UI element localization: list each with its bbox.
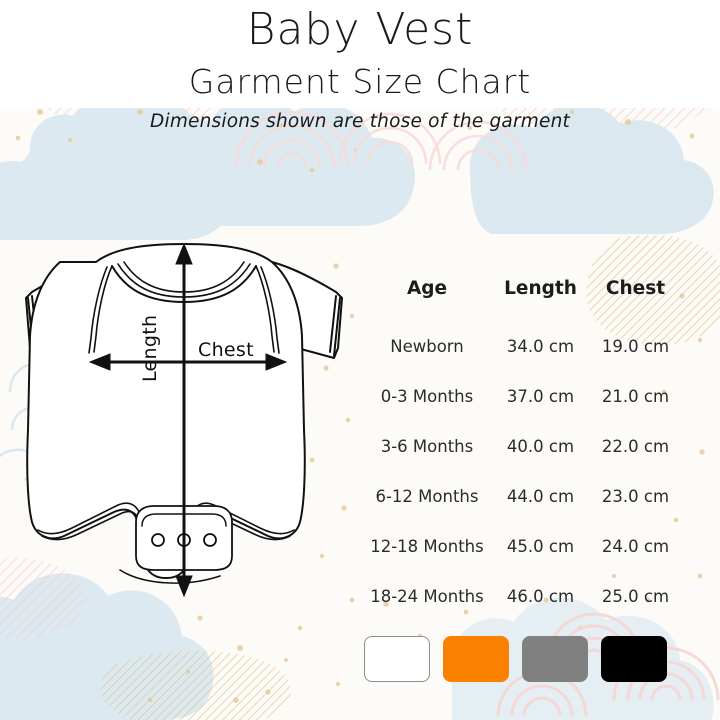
length-arrow-head-top bbox=[175, 242, 193, 265]
cell-chest: 21.0 cm bbox=[601, 386, 670, 406]
cell-chest: 24.0 cm bbox=[601, 536, 670, 556]
chest-arrow-head-right bbox=[265, 353, 288, 371]
cloud-shape-left-upper bbox=[0, 125, 237, 240]
column-header-chest: Chest bbox=[605, 278, 666, 299]
table-row: 18-24 Months 46.0 cm 25.0 cm bbox=[362, 571, 682, 621]
cell-chest: 25.0 cm bbox=[601, 586, 670, 606]
cell-age: 18-24 Months bbox=[370, 586, 484, 606]
cell-age: 3-6 Months bbox=[380, 436, 474, 456]
colour-swatch-orange[interactable] bbox=[443, 636, 509, 682]
cell-chest: 23.0 cm bbox=[601, 486, 670, 506]
leg-trim-left-2 bbox=[41, 510, 140, 541]
cell-age: 12-18 Months bbox=[370, 536, 484, 556]
snap-button-1 bbox=[151, 533, 165, 547]
cell-length: 44.0 cm bbox=[506, 486, 575, 506]
colour-swatch-black[interactable] bbox=[601, 636, 667, 682]
measurement-arrows bbox=[88, 242, 288, 598]
cell-age: 0-3 Months bbox=[380, 386, 474, 406]
length-dimension-label: Length bbox=[139, 314, 161, 382]
sleeve-right-cuff-edge bbox=[333, 297, 341, 357]
snap-button-3 bbox=[203, 533, 217, 547]
cell-age: 6-12 Months bbox=[375, 486, 479, 506]
table-header-row: Age Length Chest bbox=[362, 278, 682, 321]
page-title: Baby Vest bbox=[246, 4, 474, 55]
leg-trim-left bbox=[37, 502, 141, 535]
cell-length: 46.0 cm bbox=[506, 586, 575, 606]
size-table-container: Age Length Chest Newborn 34.0 cm 19.0 cm… bbox=[362, 278, 682, 621]
colour-swatch-grey[interactable] bbox=[522, 636, 588, 682]
cell-length: 40.0 cm bbox=[506, 436, 575, 456]
column-header-length: Length bbox=[504, 278, 577, 299]
size-table-body: Newborn 34.0 cm 19.0 cm 0-3 Months 37.0 … bbox=[362, 321, 682, 621]
armhole-seam-left-2 bbox=[88, 266, 108, 354]
colour-swatch-white[interactable] bbox=[364, 636, 430, 682]
cell-chest: 19.0 cm bbox=[601, 336, 670, 356]
table-row: 3-6 Months 40.0 cm 22.0 cm bbox=[362, 421, 682, 471]
table-row: 0-3 Months 37.0 cm 21.0 cm bbox=[362, 371, 682, 421]
colour-swatch-row bbox=[364, 636, 668, 684]
size-table-header: Age Length Chest bbox=[362, 278, 682, 321]
cell-age: Newborn bbox=[390, 336, 464, 356]
armhole-seam-left bbox=[93, 265, 113, 353]
chest-arrow-head-left bbox=[88, 353, 111, 371]
cell-length: 45.0 cm bbox=[506, 536, 575, 556]
cell-chest: 22.0 cm bbox=[601, 436, 670, 456]
baby-vest-drawing bbox=[25, 242, 343, 598]
size-table: Age Length Chest Newborn 34.0 cm 19.0 cm… bbox=[362, 278, 682, 621]
cell-length: 34.0 cm bbox=[506, 336, 575, 356]
garment-illustration bbox=[8, 240, 360, 600]
table-row: 12-18 Months 45.0 cm 24.0 cm bbox=[362, 521, 682, 571]
cell-length: 37.0 cm bbox=[506, 386, 575, 406]
length-arrow-head-bottom bbox=[175, 575, 193, 598]
chest-dimension-label: Chest bbox=[198, 339, 254, 361]
column-header-age: Age bbox=[406, 278, 448, 299]
page-subtitle: Garment Size Chart bbox=[188, 62, 532, 101]
hatch-patch-bottom-center bbox=[99, 650, 291, 720]
sleeve-right-cuff bbox=[329, 295, 337, 353]
table-row: 6-12 Months 44.0 cm 23.0 cm bbox=[362, 471, 682, 521]
table-row: Newborn 34.0 cm 19.0 cm bbox=[362, 321, 682, 371]
placket-hem bbox=[119, 569, 221, 584]
armhole-seam-right-2 bbox=[260, 266, 280, 354]
page-tagline: Dimensions shown are those of the garmen… bbox=[150, 111, 570, 132]
armhole-seam-right bbox=[255, 265, 275, 353]
